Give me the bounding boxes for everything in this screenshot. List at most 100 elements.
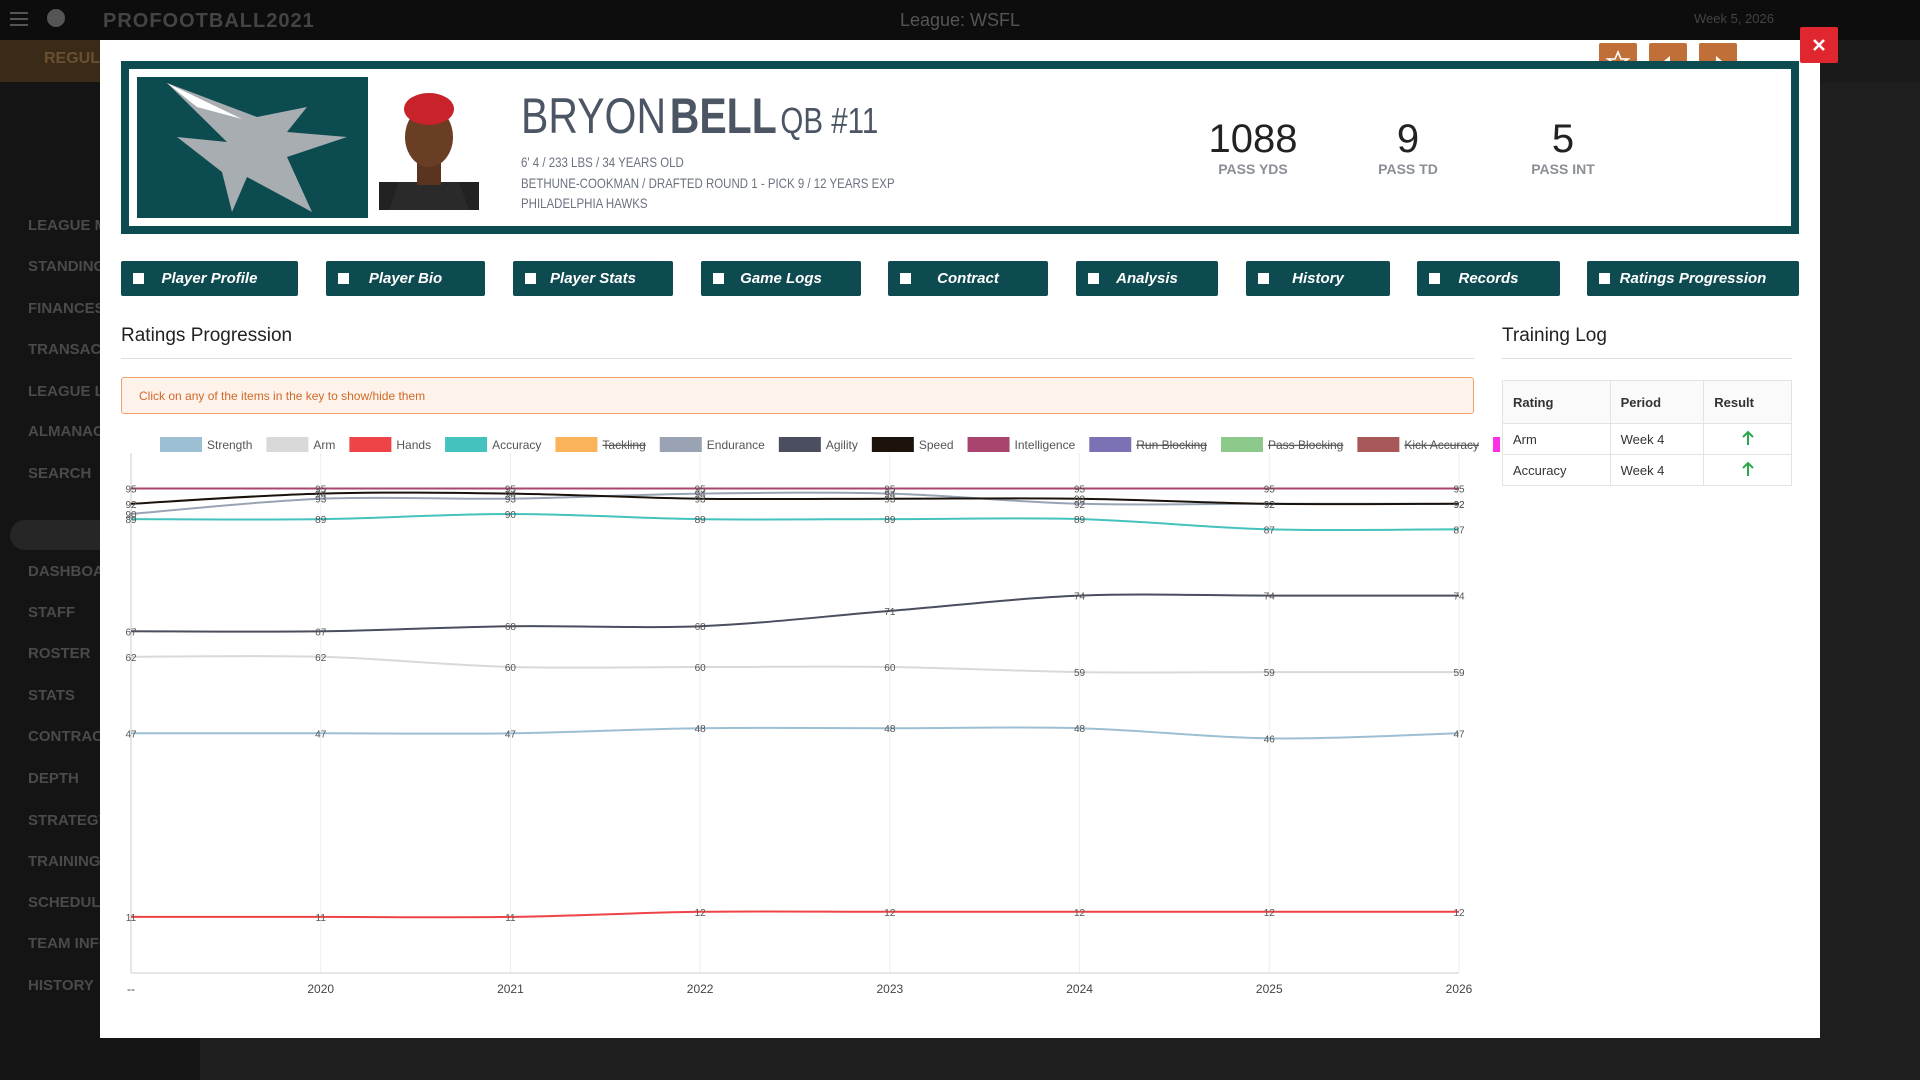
legend-label[interactable]: Arm [313, 438, 335, 452]
legend-label[interactable]: Accuracy [492, 438, 541, 452]
table-row: Accuracy Week 4 [1502, 454, 1792, 486]
sidebar-item[interactable]: ALMANAC [28, 423, 104, 440]
legend-label[interactable]: Hands [396, 438, 431, 452]
tab-button[interactable]: Contract [888, 261, 1048, 296]
result-cell [1703, 423, 1792, 455]
legend-label[interactable]: Run Blocking [1136, 438, 1207, 452]
sidebar-item[interactable]: SEARCH [28, 465, 92, 482]
legend-swatch[interactable] [967, 437, 1010, 452]
x-tick-label: 2026 [1446, 982, 1473, 996]
data-label: 74 [1074, 592, 1086, 603]
close-button[interactable] [1800, 27, 1838, 63]
legend-label[interactable]: Intelligence [1015, 438, 1076, 452]
legend-label[interactable]: Kick Accuracy [1404, 438, 1479, 452]
legend-swatch[interactable] [659, 437, 702, 452]
tab-button[interactable]: Player Stats [513, 261, 673, 296]
legend-label[interactable]: Pass Blocking [1268, 438, 1343, 452]
legend-swatch[interactable] [555, 437, 598, 452]
stat-value: 9 [1396, 117, 1420, 161]
data-label: 92 [125, 500, 137, 511]
sidebar-item[interactable]: CONTRACT [28, 728, 113, 745]
first-name: BRYON [521, 88, 667, 144]
legend-swatch[interactable] [1493, 437, 1500, 452]
tab-icon [133, 273, 144, 284]
tab-button[interactable]: Ratings Progression [1587, 261, 1799, 296]
tab-button[interactable]: Player Profile [121, 261, 298, 296]
stat-value: 5 [1551, 117, 1575, 161]
tab-button[interactable]: History [1246, 261, 1390, 296]
data-label: 12 [1453, 908, 1465, 919]
data-label: 46 [1264, 734, 1276, 745]
data-label: 94 [695, 490, 707, 501]
table-row: Arm Week 4 [1502, 423, 1792, 455]
data-label: 59 [1453, 668, 1465, 679]
data-label: 92 [1264, 500, 1276, 511]
tab-icon [338, 273, 349, 284]
table-cell: Arm [1502, 423, 1611, 455]
data-label: 95 [315, 485, 327, 496]
sidebar-item[interactable]: LEAGUE LE [28, 383, 114, 400]
data-label: 89 [315, 515, 327, 526]
player-detail: 6' 4 / 233 LBS / 34 YEARS OLD [521, 154, 684, 170]
tab-label: Player Stats [550, 270, 636, 287]
training-title: Training Log [1502, 325, 1607, 346]
table-cell: Accuracy [1502, 454, 1611, 486]
legend-label[interactable]: Agility [826, 438, 858, 452]
sidebar-item[interactable]: STRATEGY [28, 812, 109, 829]
data-label: 87 [1264, 525, 1276, 536]
legend-label[interactable]: Strength [207, 438, 252, 452]
legend-swatch[interactable] [778, 437, 821, 452]
legend-swatch[interactable] [1357, 437, 1400, 452]
legend-label[interactable]: Tackling [602, 438, 645, 452]
tab-icon [1258, 273, 1269, 284]
data-label: 62 [125, 653, 137, 664]
legend-swatch[interactable] [1220, 437, 1263, 452]
series-line [130, 593, 1459, 633]
sidebar-item[interactable]: STAFF [28, 604, 76, 621]
tab-icon [713, 273, 724, 284]
tab-label: Player Profile [161, 270, 258, 287]
player-detail: BETHUNE-COOKMAN / DRAFTED ROUND 1 - PICK… [521, 175, 895, 191]
tab-icon [1088, 273, 1099, 284]
legend-swatch[interactable] [266, 437, 309, 452]
stat-label: PASS INT [1531, 161, 1595, 177]
x-tick-label: 2025 [1256, 982, 1283, 996]
sidebar-item[interactable]: HISTORY [28, 977, 94, 994]
tab-button[interactable]: Analysis [1076, 261, 1218, 296]
sidebar-item[interactable]: ROSTER [28, 645, 91, 662]
tab-label: Analysis [1116, 270, 1178, 287]
sidebar-item[interactable]: STATS [28, 687, 75, 704]
stat-label: PASS YDS [1218, 161, 1288, 177]
x-tick-label: 2022 [687, 982, 714, 996]
player-modal: BRYON BELL QB #11 6' 4 / 233 LBS / 34 YE… [100, 27, 1838, 1038]
data-label: 62 [315, 653, 327, 664]
sidebar-item[interactable]: FINANCES [28, 300, 105, 317]
sidebar-item[interactable]: LEAGUE M [28, 217, 108, 234]
data-label: 47 [505, 729, 517, 740]
data-label: 12 [1074, 908, 1086, 919]
tab-icon [1599, 273, 1610, 284]
data-label: 67 [315, 627, 327, 638]
sidebar-item[interactable]: DASHBOA [28, 563, 104, 580]
tab-button[interactable]: Game Logs [701, 261, 861, 296]
legend-label[interactable]: Speed [919, 438, 954, 452]
legend-swatch[interactable] [160, 437, 202, 452]
sidebar-item[interactable]: SCHEDULE [28, 894, 111, 911]
sidebar-item[interactable]: TRAINING [28, 853, 101, 870]
legend-swatch[interactable] [349, 437, 392, 452]
tab-button[interactable]: Records [1417, 261, 1560, 296]
legend-swatch[interactable] [1089, 437, 1132, 452]
column-header: Rating [1502, 380, 1611, 424]
tab-button[interactable]: Player Bio [326, 261, 485, 296]
legend-swatch[interactable] [871, 437, 914, 452]
player-name: BRYON BELL QB #11 [521, 87, 878, 145]
legend-label[interactable]: Endurance [707, 438, 765, 452]
sidebar-item[interactable]: STANDING [28, 258, 106, 275]
column-header: Period [1609, 380, 1705, 424]
sidebar-item[interactable]: TEAM INFO [28, 935, 111, 952]
legend-swatch[interactable] [445, 437, 488, 452]
stat-value: 1088 [1208, 117, 1298, 161]
data-label: 94 [884, 490, 896, 501]
sidebar-item[interactable]: DEPTH [28, 770, 79, 787]
sidebar-item[interactable]: TRANSACT [28, 341, 111, 358]
